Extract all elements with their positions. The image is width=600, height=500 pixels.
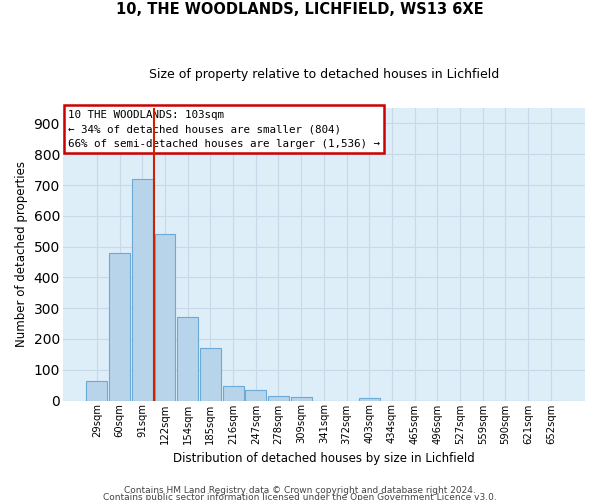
Text: Contains public sector information licensed under the Open Government Licence v3: Contains public sector information licen…: [103, 494, 497, 500]
Bar: [155, 234, 175, 400]
Text: 10 THE WOODLANDS: 103sqm
← 34% of detached houses are smaller (804)
66% of semi-: 10 THE WOODLANDS: 103sqm ← 34% of detach…: [68, 110, 380, 149]
Bar: [223, 386, 244, 400]
Bar: [245, 390, 266, 400]
Y-axis label: Number of detached properties: Number of detached properties: [15, 162, 28, 348]
Bar: [86, 380, 107, 400]
Bar: [109, 252, 130, 400]
Bar: [359, 398, 380, 400]
Bar: [132, 179, 153, 400]
Bar: [291, 397, 311, 400]
Text: 10, THE WOODLANDS, LICHFIELD, WS13 6XE: 10, THE WOODLANDS, LICHFIELD, WS13 6XE: [116, 2, 484, 18]
Text: Contains HM Land Registry data © Crown copyright and database right 2024.: Contains HM Land Registry data © Crown c…: [124, 486, 476, 495]
X-axis label: Distribution of detached houses by size in Lichfield: Distribution of detached houses by size …: [173, 452, 475, 465]
Bar: [268, 396, 289, 400]
Bar: [200, 348, 221, 401]
Title: Size of property relative to detached houses in Lichfield: Size of property relative to detached ho…: [149, 68, 499, 80]
Bar: [177, 318, 198, 400]
